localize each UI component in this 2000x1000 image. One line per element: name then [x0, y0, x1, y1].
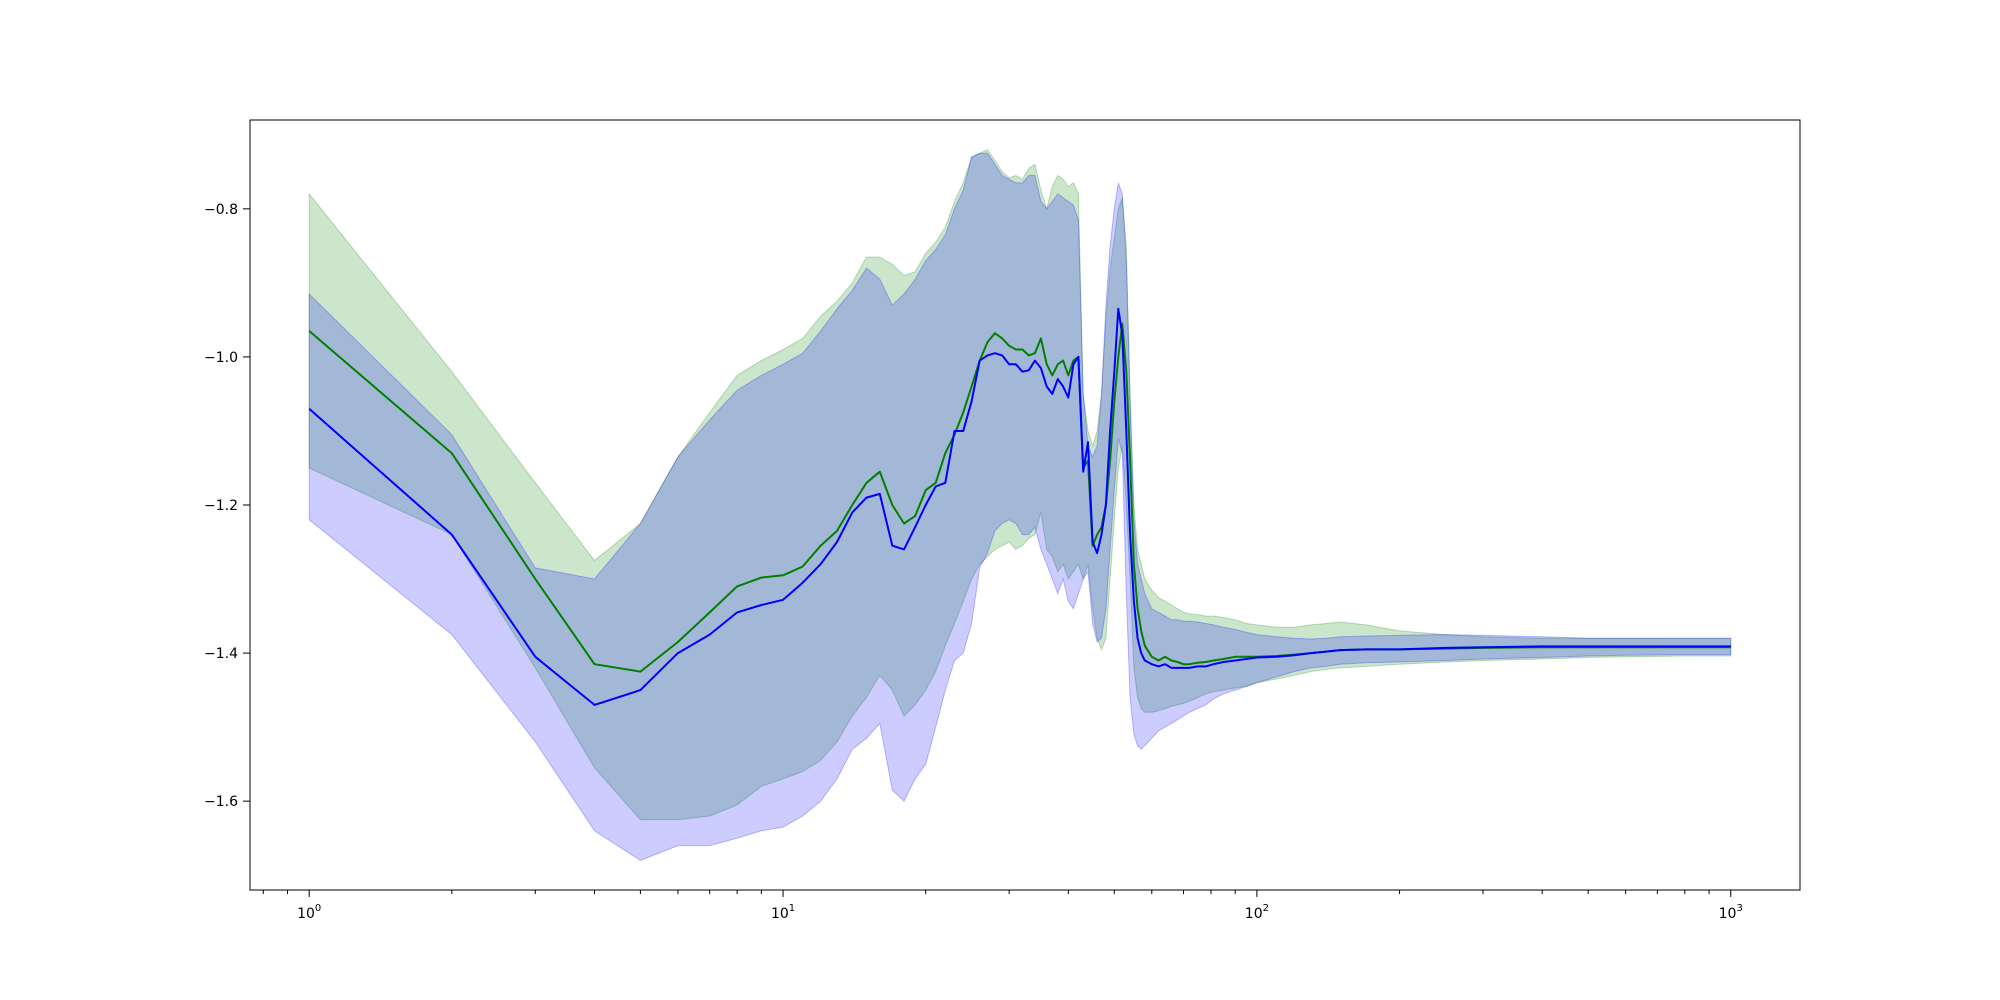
x-tick-base: 10 — [771, 906, 789, 922]
x-tick-label: 102 — [1245, 903, 1269, 922]
series-2-line — [308, 307, 1731, 706]
x-tick-exponent: 3 — [1736, 903, 1742, 914]
x-tick-label: 101 — [771, 903, 795, 922]
y-tick-label: −0.8 — [204, 202, 238, 218]
y-tick-label: −1.4 — [204, 646, 238, 662]
x-tick-base: 10 — [1719, 906, 1737, 922]
y-tick-label: −1.2 — [204, 498, 238, 514]
x-axis: 100 101 102 103 — [262, 890, 1743, 922]
x-tick-label: 100 — [297, 903, 321, 922]
series-2-band — [308, 152, 1732, 861]
x-tick-label: 103 — [1719, 903, 1743, 922]
x-tick-exponent: 0 — [315, 903, 321, 914]
series-lines — [308, 307, 1731, 706]
x-tick-base: 10 — [297, 906, 315, 922]
x-tick-base: 10 — [1245, 906, 1263, 922]
y-axis: −0.8 −1.0 −1.2 −1.4 −1.6 — [204, 202, 250, 810]
x-tick-exponent: 1 — [789, 903, 795, 914]
y-tick-label: −1.0 — [204, 350, 238, 366]
y-tick-label: −1.6 — [204, 794, 238, 810]
x-tick-exponent: 2 — [1263, 903, 1269, 914]
